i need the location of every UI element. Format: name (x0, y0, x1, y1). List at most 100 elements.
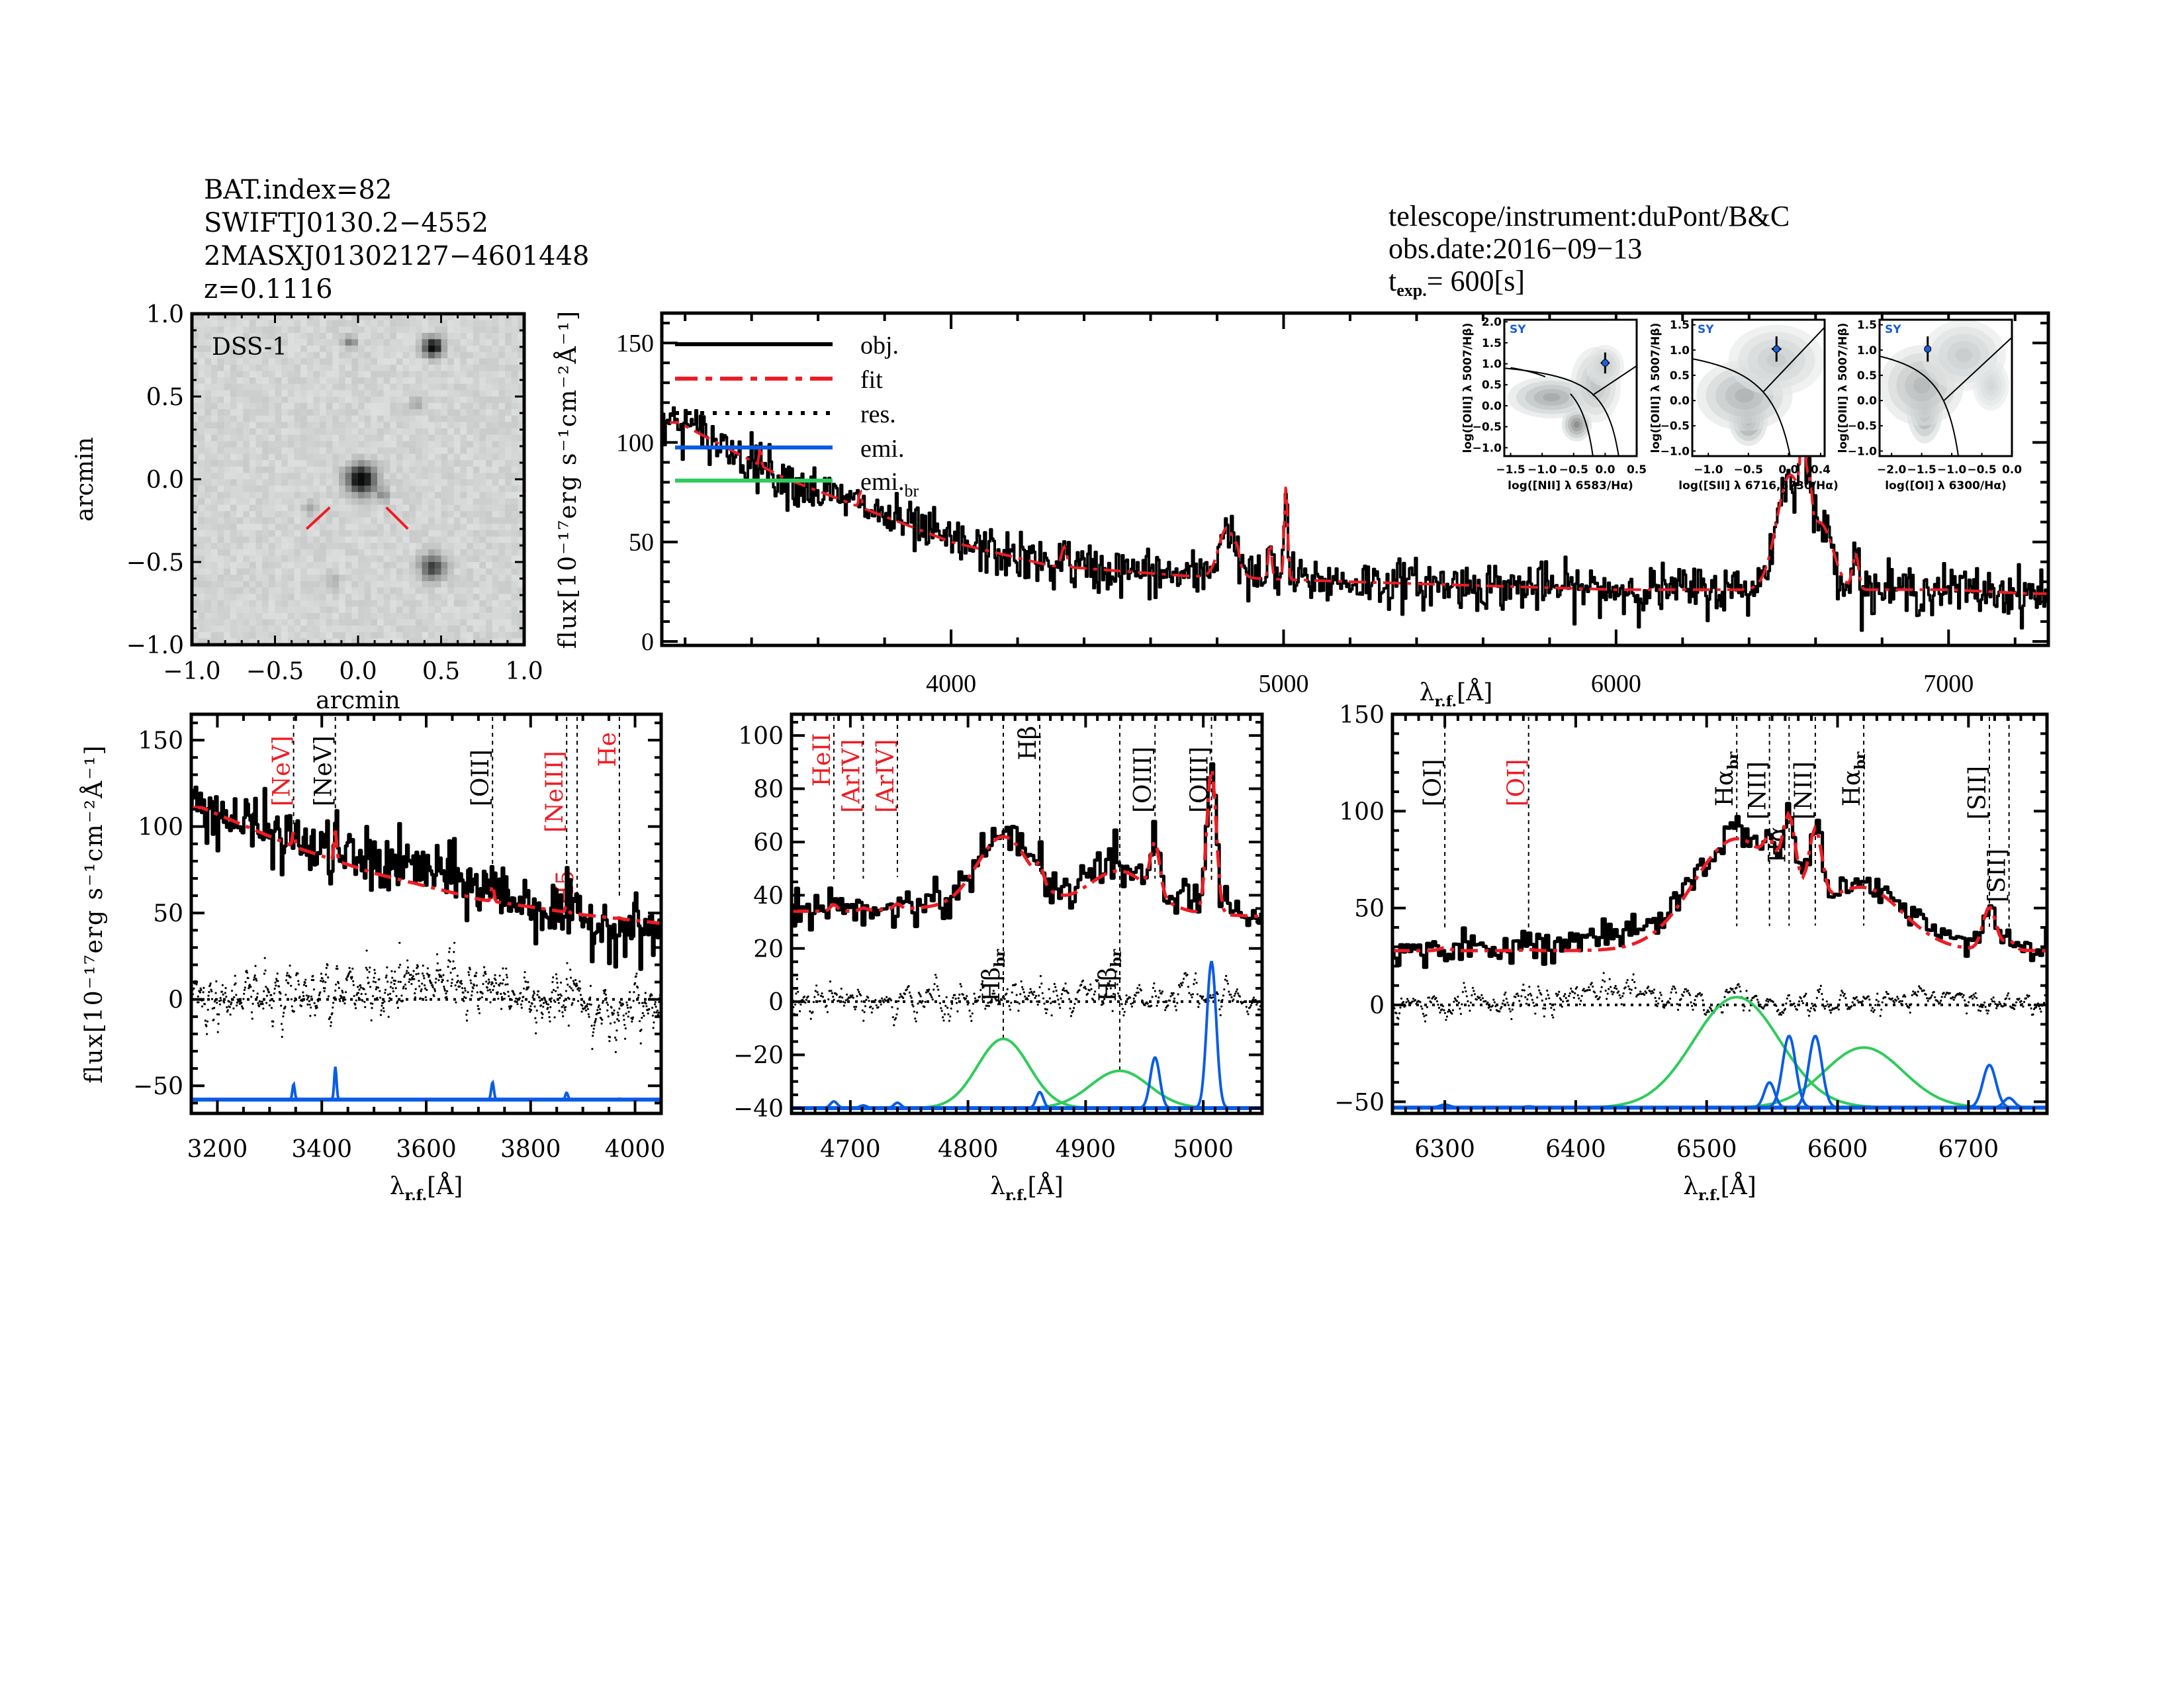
dss-pixel (492, 536, 499, 543)
dss-pixel (377, 415, 385, 423)
dss-pixel (396, 638, 404, 645)
dss-pixel (262, 314, 269, 321)
residual-dot (1120, 1003, 1123, 1006)
dss-pixel (467, 543, 474, 550)
dss-pixel (236, 402, 244, 410)
dss-pixel (230, 594, 238, 601)
dss-pixel (300, 434, 308, 442)
dss-pixel (332, 390, 340, 397)
dss-pixel (224, 415, 231, 423)
residual-dot (1111, 1009, 1114, 1012)
residual-dot (557, 1002, 560, 1004)
dss-pixel (377, 498, 385, 506)
dss-pixel (262, 524, 269, 531)
residual-dot (1046, 1000, 1050, 1003)
residual-dot (949, 1015, 952, 1018)
dss-pixel (294, 390, 301, 397)
residual-dot (626, 1006, 629, 1009)
residual-dot (1071, 1009, 1074, 1012)
dss-pixel (453, 504, 461, 512)
dss-pixel (268, 612, 276, 620)
dss-pixel (390, 339, 397, 346)
dss-pixel (236, 390, 244, 397)
dss-pixel (358, 383, 365, 391)
dss-pixel (453, 530, 461, 538)
dss-pixel (262, 575, 269, 582)
dss-pixel (505, 377, 512, 385)
dss-pixel (364, 371, 371, 378)
dss-pixel (192, 479, 199, 487)
dss-pixel (505, 473, 512, 480)
x-tick-label: 4000 (605, 1136, 666, 1163)
dss-pixel (402, 447, 410, 455)
dss-pixel (383, 314, 390, 321)
residual-dot (208, 984, 211, 986)
dss-pixel (428, 434, 435, 442)
dss-pixel (473, 383, 480, 391)
dss-pixel (332, 536, 340, 543)
dss-pixel (345, 447, 352, 455)
residual-dot (521, 1000, 523, 1002)
residual-dot (220, 999, 222, 1002)
dss-pixel (479, 619, 486, 626)
dss-pixel (306, 492, 314, 499)
dss-pixel (192, 434, 199, 442)
dss-pixel (313, 339, 320, 346)
residual-dot (631, 1016, 635, 1019)
dss-pixel (441, 626, 448, 633)
dss-pixel (345, 511, 352, 518)
residual-dot (1094, 990, 1097, 993)
residual-dot (1400, 997, 1403, 1000)
residual-dot (556, 982, 559, 984)
residual-dot (1457, 996, 1459, 998)
dss-pixel (358, 587, 365, 594)
dss-pixel (498, 549, 506, 556)
dss-pixel (268, 397, 276, 404)
dss-pixel (326, 581, 333, 588)
dss-pixel (518, 479, 525, 487)
dss-pixel (339, 555, 346, 563)
dss-pixel (377, 402, 385, 410)
dss-pixel (505, 511, 512, 518)
dss-pixel (434, 606, 442, 614)
dss-pixel (236, 638, 244, 645)
dss-pixel (434, 626, 442, 633)
dss-pixel (453, 524, 461, 531)
dss-pixel (249, 492, 257, 499)
dss-pixel (511, 453, 518, 461)
residual-dot (537, 990, 540, 993)
dss-pixel (198, 498, 205, 506)
residual-dot (1083, 986, 1086, 988)
dss-pixel (268, 568, 276, 575)
dss-pixel (402, 549, 410, 556)
residual-dot (520, 1006, 523, 1009)
dss-pixel (236, 498, 244, 506)
dss-pixel (243, 568, 250, 575)
dss-pixel (396, 485, 404, 492)
residual-dot (234, 974, 236, 977)
dss-pixel (217, 479, 224, 487)
dss-pixel (262, 447, 269, 455)
dss-pixel (217, 530, 224, 538)
residual-dot (1109, 987, 1112, 990)
dss-pixel (300, 587, 308, 594)
dss-pixel (467, 390, 474, 397)
residual-dot (1029, 988, 1032, 990)
dss-pixel (224, 587, 231, 594)
dss-pixel (505, 339, 512, 346)
x-tick-label: 3200 (187, 1136, 248, 1163)
residual-dot (1224, 978, 1226, 981)
dss-pixel (249, 549, 257, 556)
dss-pixel (434, 575, 442, 582)
residual-dot (515, 997, 518, 1000)
dss-pixel (339, 612, 346, 620)
dss-pixel (306, 606, 314, 614)
dss-pixel (467, 594, 474, 601)
dss-pixel (518, 428, 525, 436)
dss-pixel (415, 358, 423, 365)
dss-pixel (345, 415, 352, 423)
dss-pixel (351, 498, 359, 506)
residual-dot (490, 991, 492, 994)
dss-pixel (358, 606, 365, 614)
residual-dot (920, 1002, 923, 1004)
